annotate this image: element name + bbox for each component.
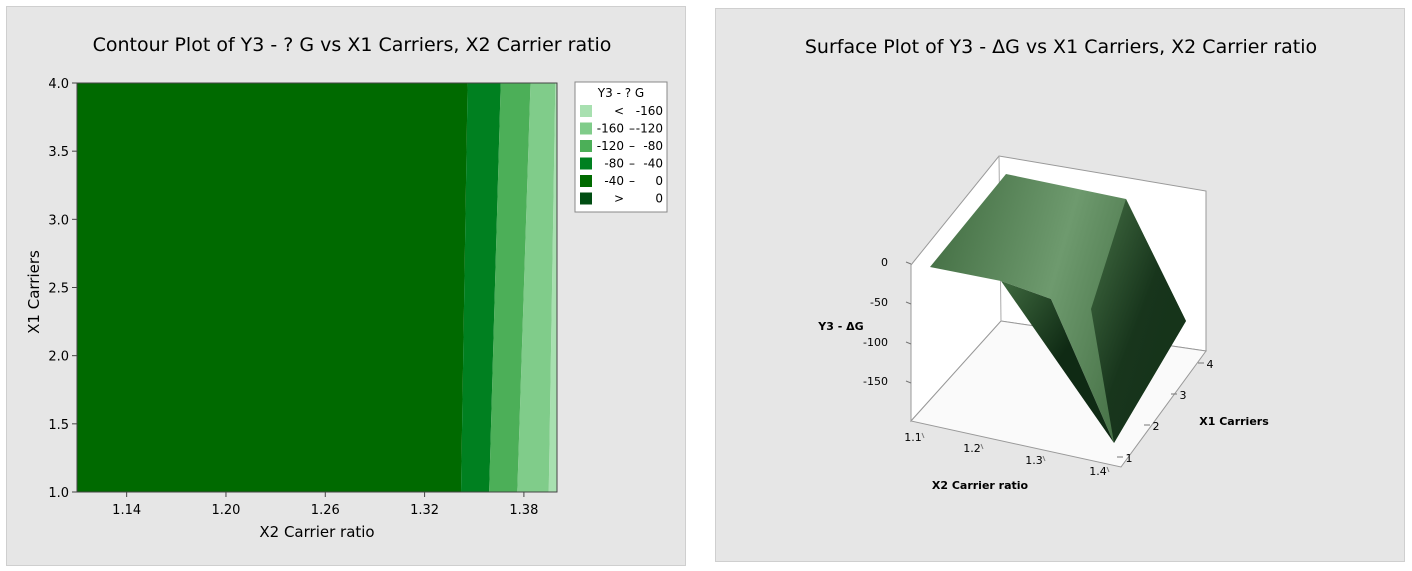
contour-y-tick-label: 2.5 <box>48 282 69 297</box>
contour-y-tick-label: 4.0 <box>48 77 69 92</box>
contour-region <box>461 83 501 492</box>
surface-x-tick <box>1106 466 1110 473</box>
contour-y-tick-label: 2.0 <box>48 350 69 365</box>
legend-lo: -160 <box>597 122 624 136</box>
surface-plot-title: Surface Plot of Y3 - ΔG vs X1 Carriers, … <box>805 36 1317 58</box>
surface-x-tick <box>980 443 984 450</box>
contour-x-tick-label: 1.26 <box>311 503 340 518</box>
surface-z-tick <box>905 301 912 305</box>
legend-hi: 0 <box>655 192 663 206</box>
legend-lo: -80 <box>604 157 624 171</box>
surface-plot-svg: Surface Plot of Y3 - ΔG vs X1 Carriers, … <box>805 36 1317 492</box>
surface-y-tick-label: 3 <box>1180 389 1187 402</box>
contour-plot-title: Contour Plot of Y3 - ? G vs X1 Carriers,… <box>93 34 612 56</box>
surface-fold <box>1001 281 1114 443</box>
legend-swatch <box>580 157 592 170</box>
surface-z-tick <box>905 261 912 265</box>
legend-lo: > <box>614 192 624 206</box>
contour-x-tick-label: 1.20 <box>211 503 240 518</box>
contour-x-axis-label: X2 Carrier ratio <box>259 523 374 541</box>
surface-x-tick <box>921 432 925 439</box>
surface-x-tick-label: 1.1 <box>904 431 922 444</box>
contour-y-tick-label: 3.5 <box>48 145 69 160</box>
legend-lo: -120 <box>597 139 624 153</box>
surface-x-tick-label: 1.4 <box>1089 465 1107 478</box>
legend-dash: – <box>629 139 635 153</box>
contour-y-tick-label: 1.5 <box>48 418 69 433</box>
legend-lo: < <box>614 104 624 118</box>
contour-y-axis-label: X1 Carriers <box>25 250 43 334</box>
contour-plot-panel: Contour Plot of Y3 - ? G vs X1 Carriers,… <box>6 6 686 566</box>
surface-x-tick-label: 1.2 <box>963 442 981 455</box>
legend-dash: – <box>629 174 635 188</box>
legend-swatch <box>580 140 592 152</box>
contour-plot-svg: Contour Plot of Y3 - ? G vs X1 Carriers,… <box>25 34 668 541</box>
surface-z-tick <box>905 380 912 384</box>
contour-x-tick-label: 1.14 <box>112 503 141 518</box>
surface-plot-panel: Surface Plot of Y3 - ΔG vs X1 Carriers, … <box>715 8 1405 562</box>
contour-legend: Y3 - ? G < -160-160– -120-120– -80-80– -40-4… <box>574 81 668 213</box>
surface-x-tick <box>1042 455 1046 462</box>
surface-z-axis-label: Y3 - ΔG <box>817 320 863 333</box>
legend-swatch <box>580 105 592 117</box>
contour-region <box>548 83 557 492</box>
surface-y-tick-label: 2 <box>1153 420 1160 433</box>
surface-z-tick-label: -150 <box>863 375 888 388</box>
legend-hi: -40 <box>643 157 663 171</box>
surface-z-tick-label: -50 <box>870 296 888 309</box>
surface-x-tick-label: 1.3 <box>1025 454 1043 467</box>
surface-z-tick <box>905 341 912 345</box>
legend-dash: – <box>629 122 635 136</box>
surface-right-wall <box>1091 199 1186 443</box>
surface-x-axis-label: X2 Carrier ratio <box>932 479 1029 492</box>
legend-title: Y3 - ? G <box>597 86 644 100</box>
surface-y-tick-label: 4 <box>1207 358 1214 371</box>
legend-lo: -40 <box>604 174 624 188</box>
legend-swatch <box>580 192 592 205</box>
contour-region <box>489 83 531 492</box>
legend-swatch <box>580 175 592 187</box>
legend-hi: -160 <box>636 104 663 118</box>
contour-region <box>517 83 556 492</box>
legend-swatch <box>580 122 592 135</box>
surface-y-tick-label: 1 <box>1126 452 1133 465</box>
legend-hi: -120 <box>636 122 663 136</box>
contour-y-tick-label: 3.0 <box>48 213 69 228</box>
legend-dash: – <box>629 157 635 171</box>
legend-hi: 0 <box>655 174 663 188</box>
contour-x-tick-label: 1.38 <box>509 503 538 518</box>
surface-z-tick-label: -100 <box>863 336 888 349</box>
surface-y-axis-label: X1 Carriers <box>1199 415 1269 428</box>
legend-hi: -80 <box>643 139 663 153</box>
contour-y-tick-label: 1.0 <box>48 486 69 501</box>
surface-z-tick-label: 0 <box>881 256 888 269</box>
contour-x-tick-label: 1.32 <box>410 503 439 518</box>
contour-region <box>77 83 468 492</box>
